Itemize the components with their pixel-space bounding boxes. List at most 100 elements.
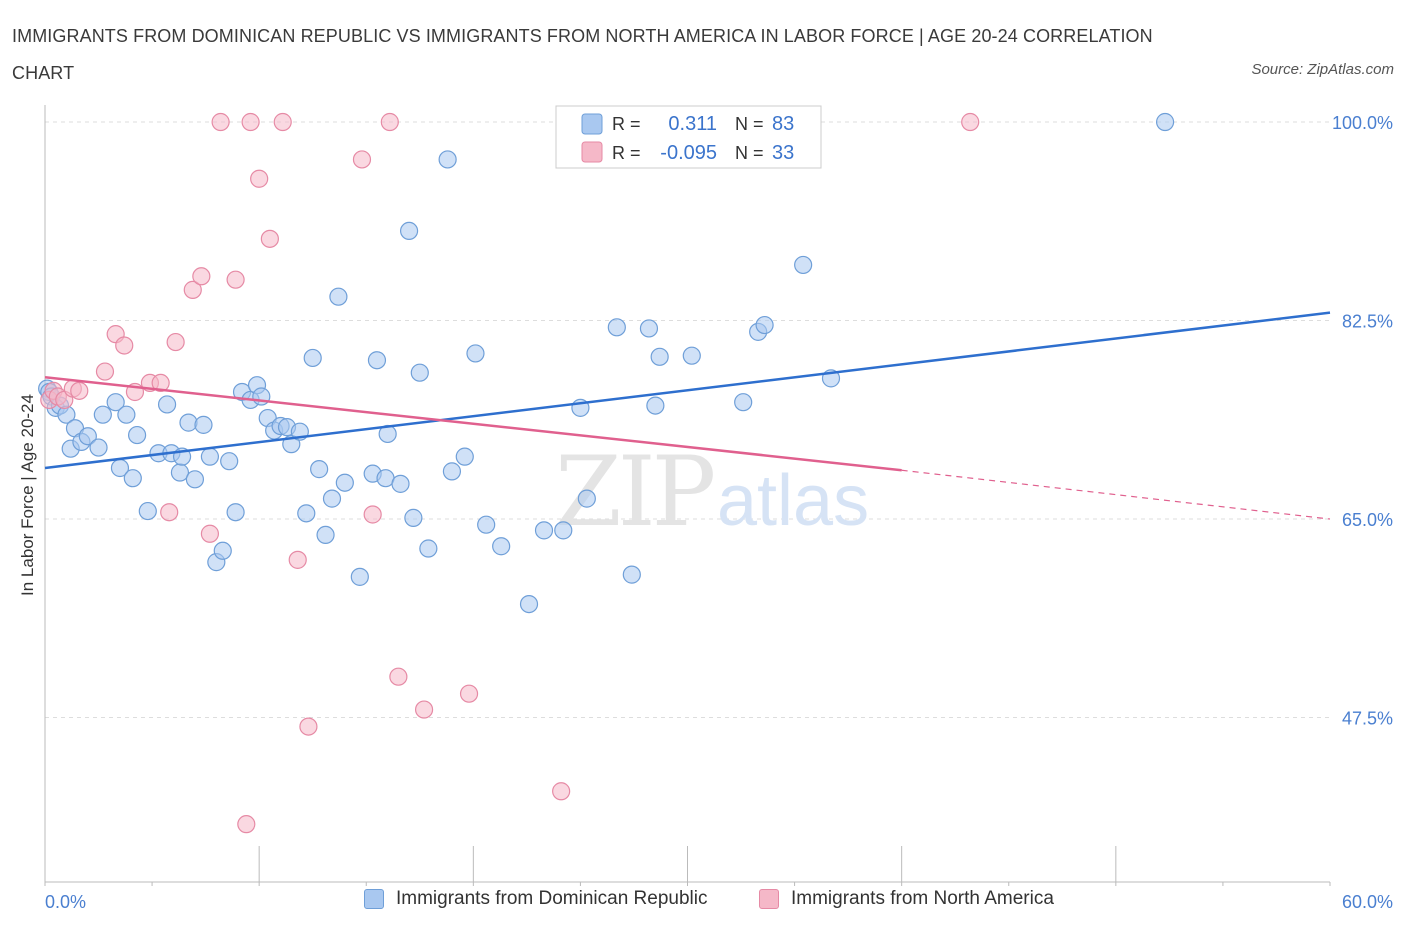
legend-n-label-1: N = (735, 114, 764, 134)
north-america-trend-extension (901, 469, 1331, 520)
north-america-point (288, 550, 307, 569)
dominican-point (607, 318, 626, 337)
dominican-point (316, 525, 335, 545)
legend-n-value-1: 83 (772, 113, 794, 135)
dominican-point (734, 393, 753, 412)
legend-label-dominican: Immigrants from Dominican Republic (396, 888, 708, 909)
dominican-point (755, 315, 774, 335)
dominican-point (410, 363, 429, 382)
north-america-point (299, 717, 318, 736)
y-axis-label: In Labor Force | Age 20-24 (18, 394, 37, 596)
dominican-point (442, 462, 462, 481)
north-america-point (115, 336, 134, 355)
north-america-point (273, 112, 292, 132)
dominican-point (138, 501, 157, 521)
north-america-trend-line (44, 375, 902, 472)
dominican-point (399, 221, 419, 241)
dominican-point (194, 415, 213, 434)
dominican-point (213, 541, 232, 560)
north-america-point (352, 150, 372, 169)
north-america-point (183, 280, 202, 299)
dominican-point (466, 344, 485, 363)
legend-n-value-2: 33 (772, 142, 794, 164)
dominican-point (179, 413, 198, 432)
x-tick-label: 60.0% (1342, 892, 1393, 912)
dominican-point (682, 346, 701, 365)
dominican-point (329, 287, 348, 306)
legend-swatch-pink (581, 141, 603, 163)
chart-title: IMMIGRANTS FROM DOMINICAN REPUBLIC VS IM… (12, 26, 1153, 83)
north-america-point (237, 815, 256, 834)
dominican-point (226, 503, 245, 522)
dominican-point (185, 470, 205, 489)
north-america-point (192, 267, 211, 286)
north-america-point (95, 362, 115, 381)
dominican-point (123, 469, 142, 488)
trend-layer (44, 311, 1331, 520)
y-tick-label: 100.0% (1332, 113, 1393, 133)
dominican-point (519, 594, 539, 614)
dominican-point (106, 393, 125, 412)
legend-swatch-blue (581, 113, 603, 135)
dominican-point (220, 452, 239, 471)
dominican-trend-line (44, 311, 1331, 470)
bottom-legend: Immigrants from Dominican Republic Immig… (0, 888, 1406, 918)
dominican-point (646, 396, 665, 415)
north-america-point (380, 112, 399, 132)
dominican-point (794, 255, 813, 275)
north-america-point (961, 112, 980, 132)
dominican-point (650, 347, 669, 366)
dominican-point (335, 473, 354, 492)
watermark-zip: ZIP (555, 436, 714, 548)
dominican-point (455, 447, 474, 466)
watermark-atlas: atlas (717, 461, 869, 541)
y-tick-label: 47.5% (1342, 709, 1393, 729)
dominican-point (303, 348, 322, 368)
legend-n-label-2: N = (735, 143, 764, 163)
dominican-point (391, 474, 410, 493)
legend-r-label-1: R = (612, 114, 641, 134)
legend-item-north-america[interactable]: Immigrants from North America (759, 888, 1054, 910)
source-label: Source: ZipAtlas.com (1251, 61, 1394, 78)
north-america-point (250, 169, 269, 188)
legend-swatch-north-america (759, 889, 779, 909)
north-america-point (260, 229, 279, 248)
dominican-point (78, 427, 97, 446)
dominican-point (127, 425, 147, 445)
north-america-point (160, 503, 179, 522)
watermark: ZIP atlas (555, 436, 869, 548)
north-america-point (166, 332, 185, 352)
north-america-point (226, 270, 245, 289)
legend-r-value-2: -0.095 (660, 142, 717, 164)
north-america-point (363, 505, 382, 524)
dominican-point (157, 395, 177, 414)
north-america-point (200, 524, 220, 543)
north-america-point (389, 667, 408, 686)
stats-legend: R = 0.311 N = 83 R = -0.095 N = 33 (555, 105, 822, 169)
north-america-point (414, 700, 434, 719)
north-america-point (459, 684, 479, 703)
legend-r-label-2: R = (612, 143, 641, 163)
north-america-point (241, 112, 260, 132)
dominican-point (492, 537, 511, 556)
dominican-point (200, 447, 220, 466)
dominican-point (89, 438, 108, 457)
dominican-point (1155, 112, 1175, 132)
north-america-point (211, 112, 230, 132)
dominican-point (322, 489, 342, 508)
north-america-point (70, 381, 89, 400)
dominican-point (554, 521, 573, 540)
x-tick-label: 0.0% (45, 892, 86, 912)
dominican-point (419, 539, 438, 558)
north-america-point (552, 782, 571, 801)
axis-layer: 47.5% 65.0% 82.5% 100.0% 0.0% 60.0% (44, 105, 1393, 912)
legend-item-dominican[interactable]: Immigrants from Dominican Republic (364, 888, 708, 910)
legend-swatch-dominican (364, 889, 384, 909)
dominican-point (404, 508, 423, 527)
dominican-point (310, 460, 329, 479)
dominican-point (534, 521, 554, 540)
legend-label-north-america: Immigrants from North America (791, 888, 1054, 909)
dominican-point (297, 504, 316, 523)
y-tick-label: 82.5% (1342, 312, 1393, 332)
